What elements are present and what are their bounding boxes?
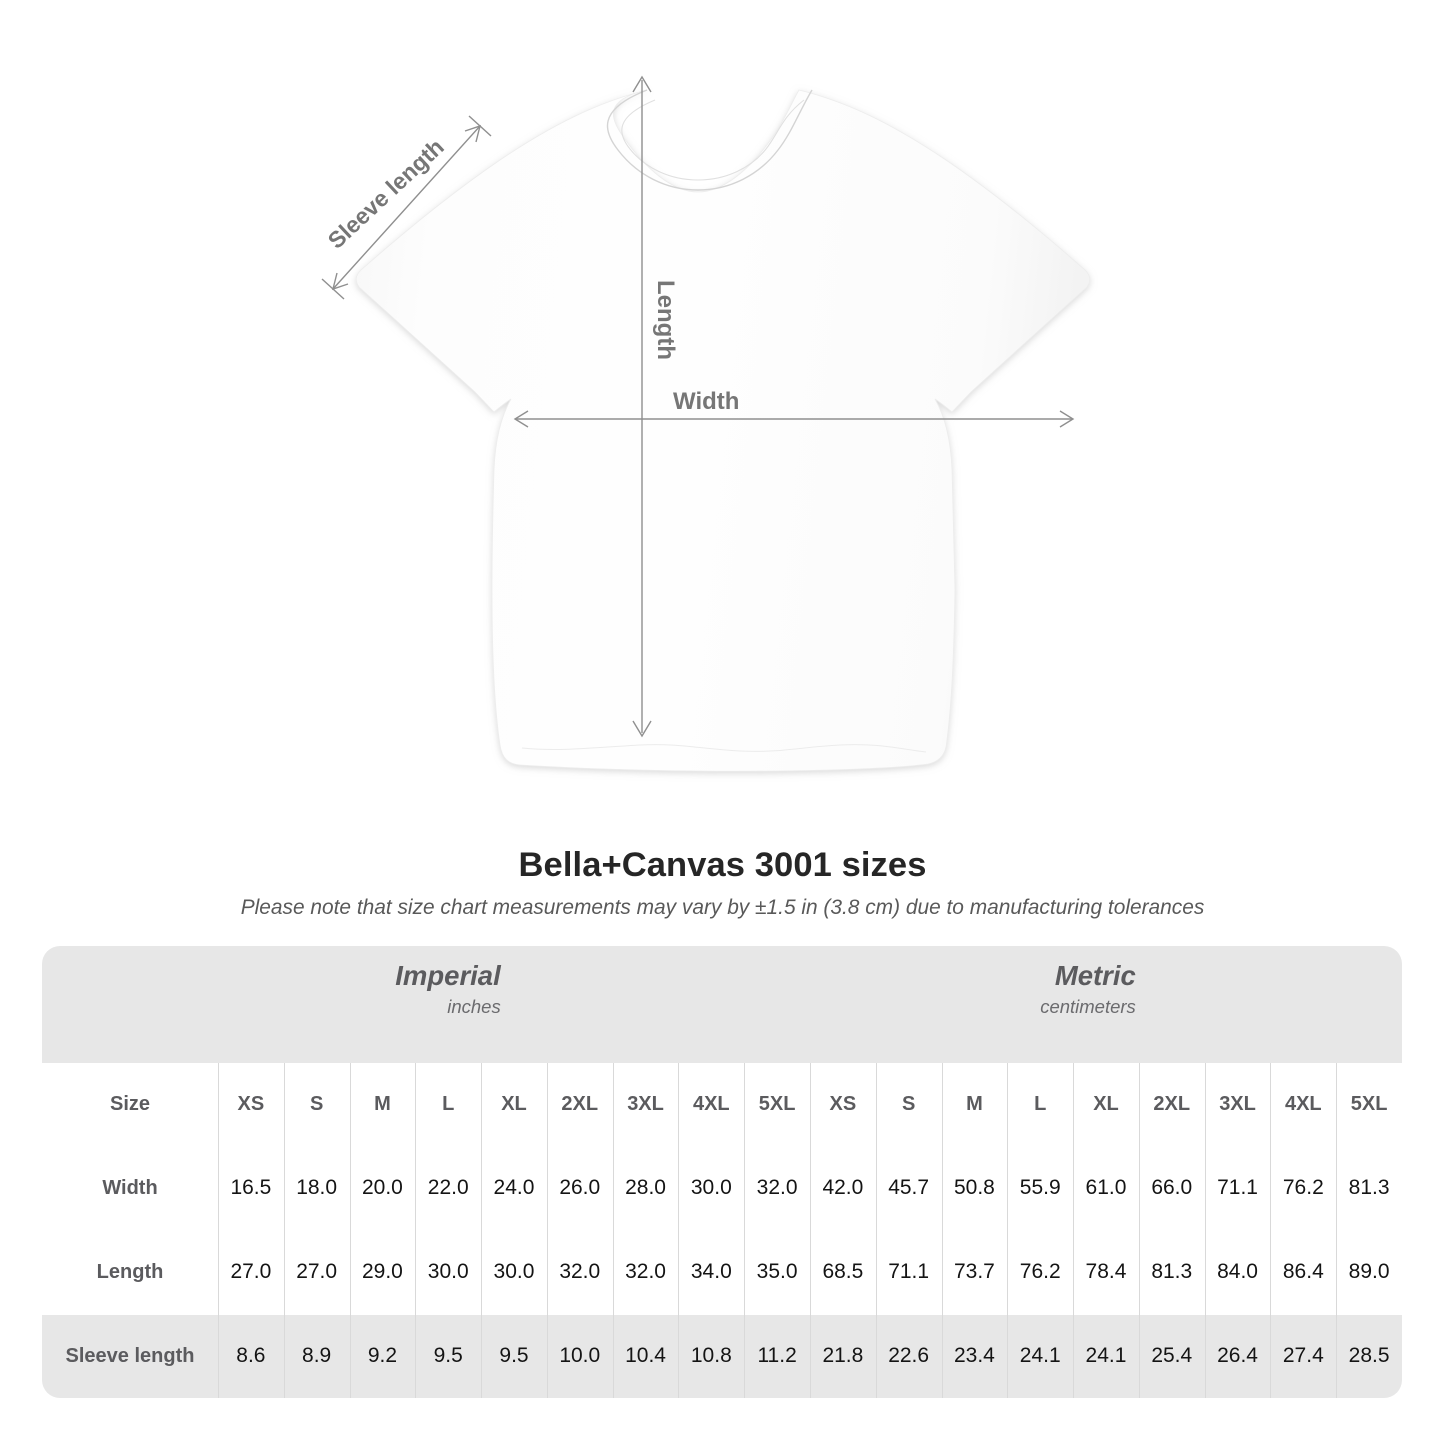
svg-text:Width: Width [673,388,739,415]
svg-text:Length: Length [652,280,679,360]
